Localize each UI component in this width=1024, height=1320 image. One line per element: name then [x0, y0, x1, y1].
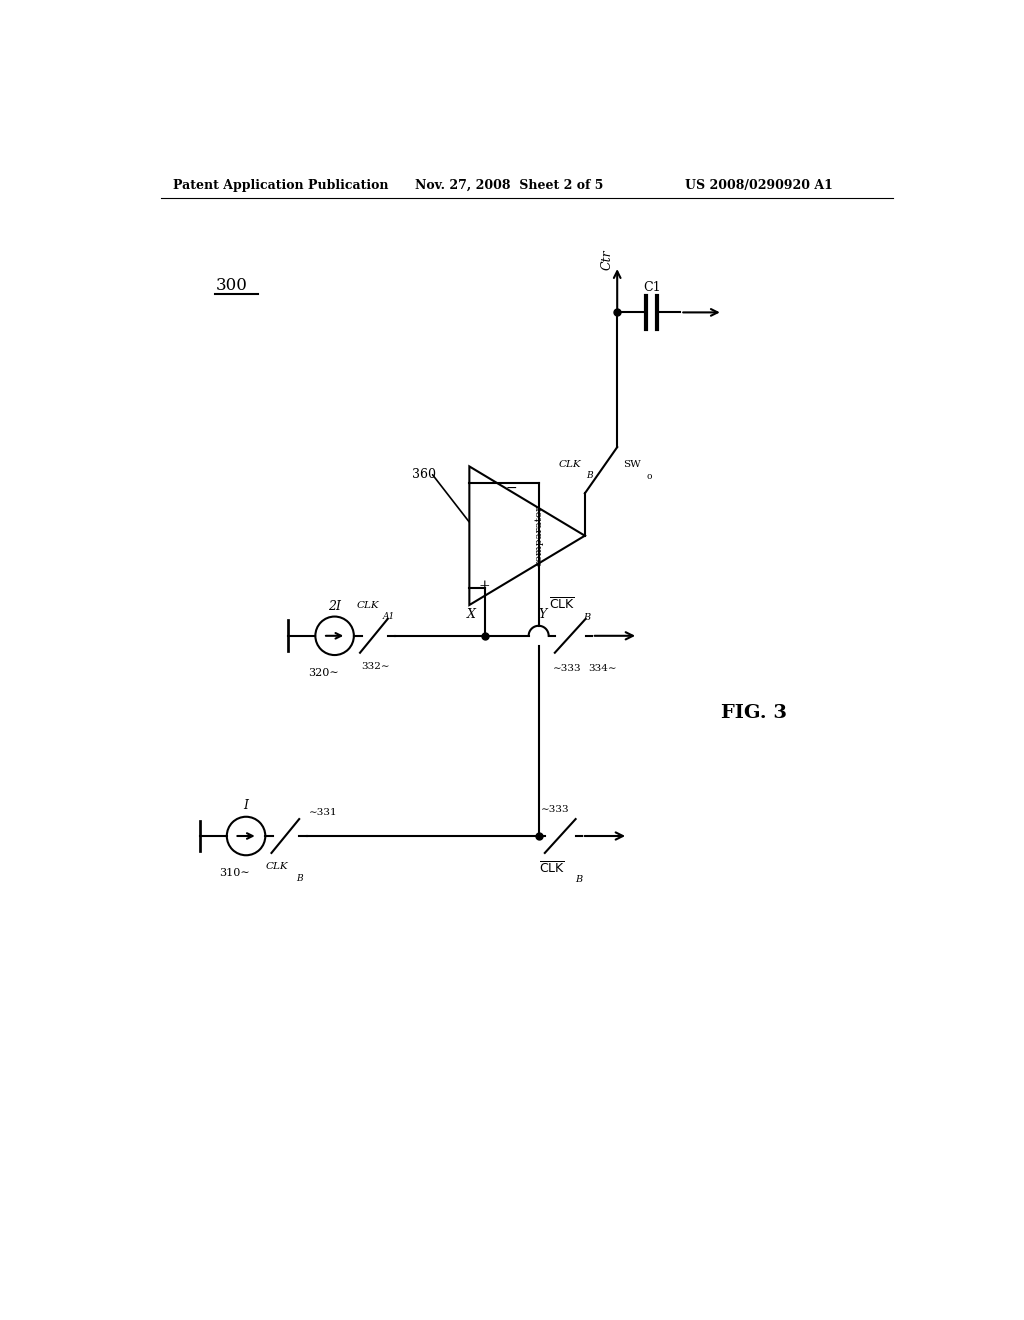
Text: US 2008/0290920 A1: US 2008/0290920 A1: [685, 178, 833, 191]
Text: Nov. 27, 2008  Sheet 2 of 5: Nov. 27, 2008 Sheet 2 of 5: [416, 178, 604, 191]
Text: 332∼: 332∼: [361, 663, 390, 671]
Text: FIG. 3: FIG. 3: [721, 704, 787, 722]
Text: CLK: CLK: [356, 601, 379, 610]
Text: C1: C1: [643, 281, 660, 294]
Text: 2I: 2I: [328, 601, 341, 612]
Text: Ctr: Ctr: [600, 249, 613, 271]
Text: $\overline{\mathrm{CLK}}$: $\overline{\mathrm{CLK}}$: [540, 861, 565, 876]
Text: B: B: [575, 875, 583, 883]
Text: SW: SW: [624, 459, 641, 469]
Text: ∼331: ∼331: [308, 808, 337, 817]
Text: 310∼: 310∼: [219, 869, 250, 878]
Text: 320∼: 320∼: [307, 668, 339, 677]
Text: CLK: CLK: [558, 459, 581, 469]
Text: 334∼: 334∼: [588, 664, 616, 673]
Text: Y: Y: [539, 607, 547, 620]
Text: 300: 300: [215, 277, 247, 294]
Text: o: o: [646, 473, 652, 480]
Text: B: B: [587, 471, 593, 480]
Text: Patent Application Publication: Patent Application Publication: [173, 178, 388, 191]
Text: B: B: [584, 612, 591, 622]
Text: +: +: [479, 578, 490, 593]
Text: I: I: [244, 799, 249, 812]
Text: A1: A1: [383, 612, 395, 620]
Text: −: −: [506, 480, 517, 495]
Text: B: B: [296, 874, 302, 883]
Text: 360: 360: [412, 467, 435, 480]
Text: X: X: [467, 607, 475, 620]
Text: ∼333: ∼333: [553, 664, 582, 673]
Text: ∼333: ∼333: [541, 805, 569, 813]
Text: CLK: CLK: [265, 862, 288, 871]
Text: $\overline{\mathrm{CLK}}$: $\overline{\mathrm{CLK}}$: [550, 597, 575, 612]
Text: comparator: comparator: [535, 506, 543, 566]
